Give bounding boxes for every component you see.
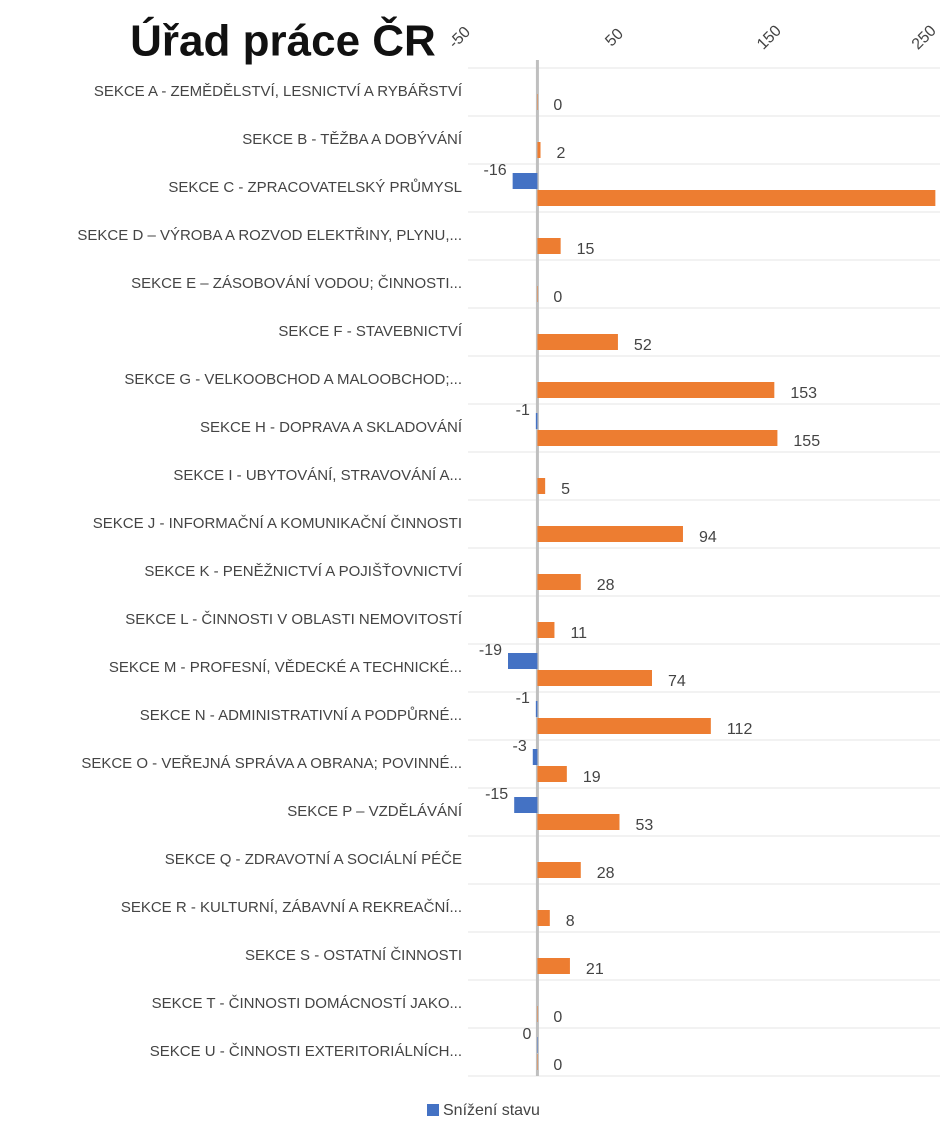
data-label: 0 xyxy=(553,1057,562,1074)
data-label: 5 xyxy=(561,481,570,498)
bar xyxy=(537,94,538,110)
bar xyxy=(514,797,538,813)
data-label: 112 xyxy=(727,721,753,738)
bar xyxy=(537,1006,538,1022)
x-tick-label: 150 xyxy=(754,22,785,53)
chart-title: Úřad práce ČR xyxy=(130,15,436,66)
y-tick-label: SEKCE G - VELKOOBCHOD A MALOOBCHOD;... xyxy=(124,371,462,388)
data-label: 11 xyxy=(570,625,587,642)
bar xyxy=(537,334,618,350)
data-label: 21 xyxy=(586,961,604,978)
data-label: 52 xyxy=(634,337,652,354)
data-label: 0 xyxy=(553,97,562,114)
bar xyxy=(537,766,567,782)
bar xyxy=(537,622,555,638)
bar xyxy=(537,910,550,926)
y-tick-label: SEKCE K - PENĚŽNICTVÍ A POJIŠŤOVNICTVÍ xyxy=(144,563,462,580)
bar xyxy=(537,238,561,254)
data-label: -19 xyxy=(479,642,502,659)
bar xyxy=(537,574,581,590)
y-tick-label: SEKCE L - ČINNOSTI V OBLASTI NEMOVITOSTÍ xyxy=(125,611,463,628)
y-tick-label: SEKCE D – VÝROBA A ROZVOD ELEKTŘINY, PLY… xyxy=(77,227,462,244)
data-label: 0 xyxy=(553,289,562,306)
y-tick-label: SEKCE O - VEŘEJNÁ SPRÁVA A OBRANA; POVIN… xyxy=(81,755,462,772)
y-tick-label: SEKCE S - OSTATNÍ ČINNOSTI xyxy=(245,947,462,964)
bar xyxy=(537,526,683,542)
data-label: 28 xyxy=(597,865,615,882)
bar xyxy=(537,958,570,974)
bar xyxy=(537,382,775,398)
legend-swatch xyxy=(427,1104,439,1116)
y-tick-label: SEKCE C - ZPRACOVATELSKÝ PRŮMYSL xyxy=(168,178,462,196)
data-label: 53 xyxy=(635,817,653,834)
bar xyxy=(537,142,541,158)
data-label: 2 xyxy=(557,145,566,162)
data-label: 19 xyxy=(583,769,601,786)
y-tick-label: SEKCE B - TĚŽBA A DOBÝVÁNÍ xyxy=(242,131,463,148)
bar xyxy=(537,670,652,686)
data-label: -1 xyxy=(516,690,530,707)
x-tick-label: 50 xyxy=(602,25,627,50)
y-tick-label: SEKCE M - PROFESNÍ, VĚDECKÉ A TECHNICKÉ.… xyxy=(109,659,462,676)
bar xyxy=(537,286,538,302)
y-tick-label: SEKCE U - ČINNOSTI EXTERITORIÁLNÍCH... xyxy=(150,1043,462,1060)
data-label: 94 xyxy=(699,529,717,546)
bar xyxy=(537,478,546,494)
y-tick-label: SEKCE F - STAVEBNICTVÍ xyxy=(278,323,462,340)
legend-label: Snížení stavu xyxy=(443,1102,540,1119)
bar xyxy=(532,749,538,765)
y-tick-label: SEKCE A - ZEMĚDĚLSTVÍ, LESNICTVÍ A RYBÁŘ… xyxy=(94,83,463,100)
data-label: 155 xyxy=(793,433,820,450)
bar xyxy=(512,173,538,189)
data-label: 15 xyxy=(577,241,595,258)
data-label: 0 xyxy=(523,1026,532,1043)
bar xyxy=(537,862,581,878)
data-label: 28 xyxy=(597,577,615,594)
bar xyxy=(537,814,620,830)
data-label: -15 xyxy=(485,786,508,803)
y-tick-label: SEKCE J - INFORMAČNÍ A KOMUNIKAČNÍ ČINNO… xyxy=(93,515,462,532)
y-tick-label: SEKCE R - KULTURNÍ, ZÁBAVNÍ A REKREAČNÍ.… xyxy=(121,899,462,916)
data-label: 0 xyxy=(553,1009,562,1026)
data-label: -3 xyxy=(513,738,527,755)
y-tick-label: SEKCE Q - ZDRAVOTNÍ A SOCIÁLNÍ PÉČE xyxy=(165,851,462,868)
data-label: -1 xyxy=(516,402,530,419)
y-tick-label: SEKCE P – VZDĚLÁVÁNÍ xyxy=(287,803,463,820)
x-tick-label: -50 xyxy=(446,24,474,52)
y-tick-label: SEKCE I - UBYTOVÁNÍ, STRAVOVÁNÍ A... xyxy=(173,467,462,484)
bar xyxy=(537,1054,538,1070)
bar xyxy=(508,653,538,669)
y-tick-label: SEKCE E – ZÁSOBOVÁNÍ VODOU; ČINNOSTI... xyxy=(131,275,462,292)
y-tick-label: SEKCE T - ČINNOSTI DOMÁCNOSTÍ JAKO... xyxy=(152,995,462,1012)
y-tick-label: SEKCE N - ADMINISTRATIVNÍ A PODPŮRNÉ... xyxy=(140,706,462,724)
data-label: -16 xyxy=(484,162,507,179)
data-label: 74 xyxy=(668,673,686,690)
bar xyxy=(537,190,936,206)
bar xyxy=(537,718,711,734)
bar xyxy=(535,701,538,717)
data-label: 153 xyxy=(790,385,817,402)
y-tick-label: SEKCE H - DOPRAVA A SKLADOVÁNÍ xyxy=(200,419,463,436)
x-tick-label: 250 xyxy=(909,22,940,53)
bar xyxy=(537,430,778,446)
data-label: 8 xyxy=(566,913,575,930)
bar xyxy=(535,413,538,429)
bar xyxy=(537,1037,538,1053)
